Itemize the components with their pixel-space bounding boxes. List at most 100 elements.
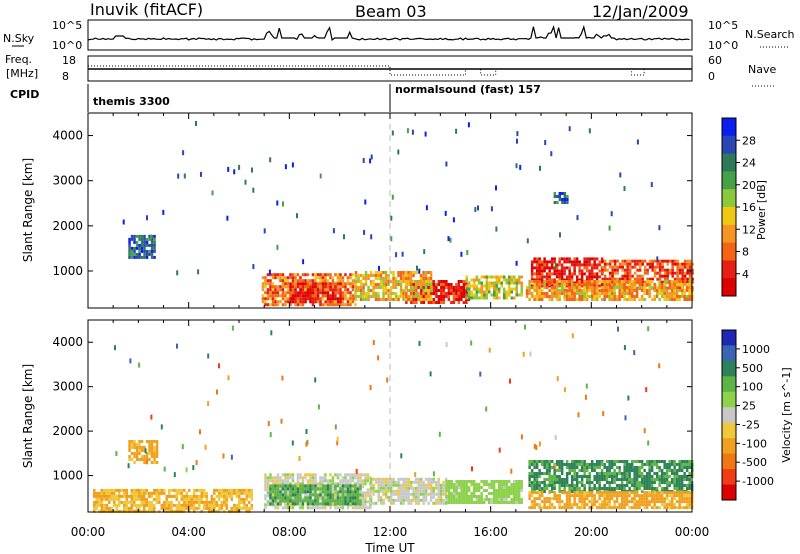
heatmap-cell — [580, 269, 584, 273]
heatmap-cell — [228, 509, 231, 513]
heatmap-cell — [123, 500, 126, 504]
heatmap-cell — [590, 500, 594, 504]
heatmap-cell — [673, 460, 676, 463]
heatmap-cell — [678, 298, 681, 301]
sparse-echo — [556, 376, 559, 382]
heatmap-cell — [344, 288, 347, 292]
heatmap-cell — [683, 497, 686, 501]
heatmap-cell — [685, 506, 689, 510]
heatmap-cell — [560, 266, 564, 270]
heatmap-cell — [329, 276, 332, 280]
heatmap-cell — [548, 283, 551, 286]
sparse-echo — [519, 164, 522, 170]
heatmap-cell — [553, 289, 556, 292]
heatmap-cell — [175, 503, 178, 507]
power-cells — [122, 121, 694, 307]
heatmap-cell — [628, 481, 631, 484]
heatmap-cell — [138, 237, 141, 241]
heatmap-cell — [359, 289, 363, 292]
heatmap-cell — [535, 278, 539, 282]
heatmap-cell — [404, 486, 408, 490]
heatmap-cell — [98, 509, 101, 513]
heatmap-cell — [279, 499, 282, 503]
heatmap-cell — [311, 282, 315, 286]
heatmap-cell — [215, 509, 218, 513]
heatmap-cell — [294, 490, 297, 494]
heatmap-cell — [349, 473, 352, 477]
heatmap-cell — [304, 291, 307, 295]
heatmap-cell — [150, 249, 154, 253]
heatmap-cell — [372, 292, 375, 295]
heatmap-cell — [324, 479, 327, 483]
heatmap-cell — [475, 483, 478, 486]
heatmap-cell — [670, 298, 674, 301]
heatmap-cell — [670, 481, 674, 484]
heatmap-cell — [583, 475, 586, 478]
heatmap-cell — [650, 466, 654, 469]
heatmap-cell — [311, 300, 315, 304]
heatmap-cell — [558, 289, 561, 292]
heatmap-cell — [384, 274, 388, 277]
heatmap-cell — [568, 295, 571, 298]
heatmap-cell — [445, 280, 448, 283]
heatmap-cell — [605, 503, 609, 507]
heatmap-cell — [618, 472, 621, 475]
heatmap-cell — [555, 460, 559, 463]
sparse-echo — [479, 371, 482, 377]
heatmap-cell — [548, 466, 551, 469]
sparse-echo — [624, 415, 627, 421]
heatmap-cell — [324, 506, 327, 510]
heatmap-cell — [593, 497, 596, 501]
heatmap-cell — [608, 497, 611, 501]
heatmap-cell — [680, 289, 684, 292]
heatmap-cell — [450, 301, 453, 304]
heatmap-cell — [392, 483, 395, 487]
colorbar-swatch — [722, 118, 736, 137]
heatmap-cell — [623, 472, 626, 475]
heatmap-cell — [339, 499, 342, 503]
heatmap-cell — [605, 289, 609, 292]
heatmap-cell — [399, 271, 403, 274]
heatmap-cell — [150, 255, 154, 259]
heatmap-cell — [478, 296, 481, 300]
heatmap-cell — [493, 275, 496, 279]
heatmap-cell — [359, 280, 363, 283]
heatmap-cell — [678, 277, 682, 281]
heatmap-cell — [650, 487, 654, 490]
heatmap-cell — [261, 300, 265, 304]
heatmap-cell — [540, 266, 544, 270]
heatmap-cell — [349, 294, 352, 298]
heatmap-cell — [286, 506, 290, 510]
heatmap-cell — [319, 491, 322, 495]
heatmap-cell — [140, 455, 144, 458]
heatmap-cell — [590, 263, 594, 267]
heatmap-cell — [346, 487, 350, 491]
heatmap-cell — [465, 501, 468, 504]
heatmap-cell — [269, 473, 272, 477]
heatmap-cell — [155, 443, 159, 446]
heatmap-cell — [372, 283, 375, 286]
heatmap-cell — [462, 286, 466, 289]
heatmap-cell — [495, 501, 498, 504]
heatmap-cell — [382, 483, 385, 487]
heatmap-cell — [140, 491, 143, 495]
y-tick-label: 2000 — [52, 424, 83, 438]
heatmap-cell — [125, 497, 128, 501]
heatmap-cell — [623, 292, 626, 295]
heatmap-cell — [598, 506, 601, 510]
heatmap-cell — [394, 492, 398, 496]
heatmap-cell — [595, 466, 599, 469]
heatmap-cell — [269, 279, 272, 283]
heatmap-cell — [339, 294, 342, 298]
heatmap-cell — [245, 488, 248, 492]
heatmap-cell — [593, 257, 596, 261]
heatmap-cell — [407, 498, 410, 502]
heatmap-cell — [573, 497, 576, 501]
heatmap-cell — [369, 486, 373, 490]
x-tick-label: 04:00 — [171, 525, 206, 539]
heatmap-cell — [279, 300, 282, 304]
heatmap-cell — [475, 284, 478, 288]
heatmap-cell — [580, 497, 584, 501]
heatmap-cell — [274, 297, 277, 301]
heatmap-cell — [271, 282, 275, 286]
